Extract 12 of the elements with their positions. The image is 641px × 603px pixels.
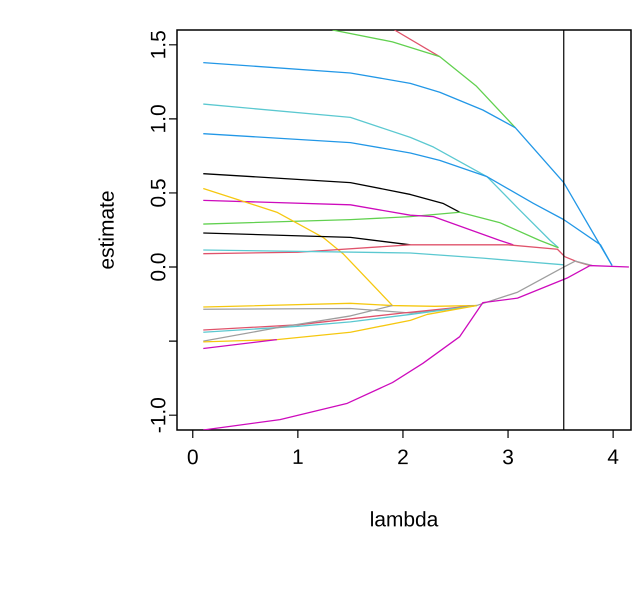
y-tick-label: 0.0 <box>150 253 166 281</box>
x-tick-label: 2 <box>398 450 408 464</box>
x-tick-label: 3 <box>503 450 513 464</box>
y-axis-title: estimate <box>98 191 114 269</box>
y-tick-label: 1.0 <box>150 105 166 132</box>
y-tick-label: -1.0 <box>150 398 166 432</box>
x-tick-label: 1 <box>294 450 303 464</box>
x-axis-title: lambda <box>371 511 438 527</box>
x-tick-label: 4 <box>608 450 618 464</box>
y-tick-label: 0.5 <box>150 179 166 207</box>
x-tick-label: 0 <box>188 450 198 464</box>
y-tick-label: 1.5 <box>150 31 166 58</box>
